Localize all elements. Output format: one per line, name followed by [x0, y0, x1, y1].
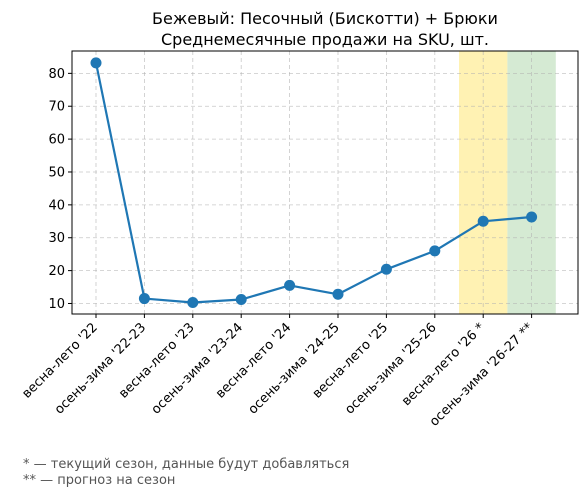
plot-frame	[71, 50, 579, 315]
y-tick-label: 60	[48, 133, 65, 148]
footnote-forecast: ** — прогноз на сезон	[23, 473, 176, 488]
highlight-bands	[459, 51, 556, 314]
series-layer	[90, 57, 538, 308]
y-tick-label: 40	[48, 198, 65, 213]
highlight-band-0	[459, 51, 508, 314]
y-tick-label: 30	[48, 231, 65, 246]
footnote-current-season: * — текущий сезон, данные будут добавлят…	[23, 457, 350, 472]
x-tick-label: осень-зима '25-26	[342, 320, 439, 417]
y-tick-label: 20	[48, 264, 65, 279]
x-tick-label: осень-зима '24-25	[246, 320, 343, 417]
series-line-0	[94, 62, 532, 304]
data-point	[429, 245, 441, 257]
data-point	[235, 294, 247, 306]
data-point	[526, 211, 538, 223]
y-tick-label: 10	[48, 297, 65, 312]
chart-subtitle: Среднемесячные продажи на SKU, шт.	[161, 30, 489, 49]
chart-title: Бежевый: Песочный (Бискотти) + Брюки	[152, 9, 498, 28]
data-point	[284, 279, 296, 291]
y-tick-label: 50	[48, 165, 65, 180]
line-chart: Бежевый: Песочный (Бискотти) + Брюки Сре…	[19, 9, 579, 430]
highlight-band-1	[507, 51, 556, 314]
x-tick-label: осень-зима '22-23	[52, 320, 149, 417]
data-point	[90, 57, 102, 69]
x-tick-label: осень-зима '23-24	[149, 320, 246, 417]
x-tick-label: весна-лето '26 *	[399, 320, 488, 409]
data-point	[187, 296, 199, 308]
y-tick-label: 80	[48, 67, 65, 82]
data-point	[138, 293, 150, 305]
y-tick-label: 70	[48, 100, 65, 115]
data-point	[477, 215, 489, 227]
data-point	[380, 263, 392, 275]
data-point	[332, 288, 344, 300]
